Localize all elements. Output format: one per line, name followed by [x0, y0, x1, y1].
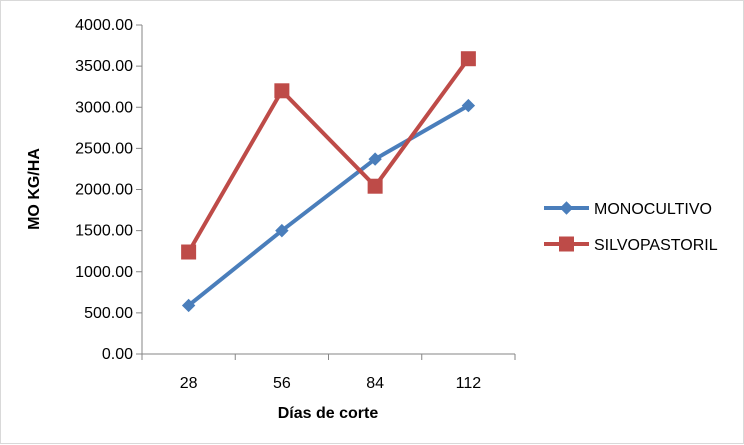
x-tick-label: 84 — [366, 375, 384, 392]
y-tick-label: 2000.00 — [75, 182, 133, 199]
y-tick-label: 3000.00 — [75, 99, 133, 116]
y-tick-labels: 0.00 500.00 1000.00 1500.00 2000.00 2500.00 30… — [75, 17, 133, 363]
legend-item-silvopastoril: SILVOPASTORIL — [544, 236, 718, 254]
x-tick-label: 56 — [273, 375, 291, 392]
series-line — [187, 103, 470, 308]
y-tick-label: 1000.00 — [75, 264, 133, 281]
legend-marker — [559, 236, 574, 252]
legend: MONOCULTIVO SILVOPASTORIL — [544, 201, 718, 254]
y-axis-title: MO KG/HA — [26, 148, 43, 230]
data-point — [368, 152, 382, 166]
series-monocultivo — [181, 98, 476, 313]
x-tick-label: 112 — [456, 375, 482, 392]
axes — [136, 24, 516, 360]
y-tick-label: 4000.00 — [75, 17, 133, 34]
y-tick-label: 2500.00 — [75, 140, 133, 157]
x-tick-labels: 28 56 84 112 — [180, 375, 482, 392]
legend-label: SILVOPASTORIL — [594, 237, 718, 254]
data-point — [275, 223, 289, 238]
data-point — [181, 298, 196, 313]
data-point — [460, 51, 476, 67]
series-silvopastoril — [181, 51, 476, 260]
legend-marker — [559, 201, 574, 215]
x-axis-title: Días de corte — [278, 405, 379, 422]
x-tick-label: 28 — [180, 375, 198, 392]
series-layer — [181, 51, 476, 313]
data-point — [181, 244, 197, 260]
legend-item-monocultivo: MONOCULTIVO — [544, 201, 712, 218]
data-point — [461, 98, 476, 113]
y-tick-label: 3500.00 — [75, 58, 133, 75]
series-line — [186, 57, 470, 254]
data-point — [367, 178, 383, 194]
y-tick-label: 0.00 — [102, 346, 133, 363]
y-tick-label: 1500.00 — [75, 223, 133, 240]
y-tick-label: 500.00 — [84, 305, 133, 322]
legend-label: MONOCULTIVO — [594, 201, 712, 218]
data-point — [274, 83, 290, 99]
